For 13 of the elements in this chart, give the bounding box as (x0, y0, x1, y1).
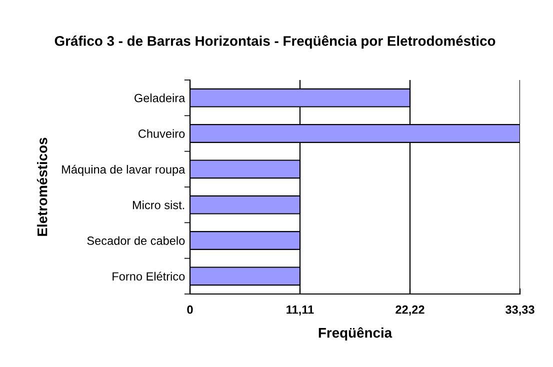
chart-title: Gráfico 3 - de Barras Horizontais - Freqüência por Eletrodoméstico (54, 35, 496, 49)
x-tick-label: 0 (187, 305, 193, 314)
y-tick-label: Chuveiro (138, 129, 185, 138)
x-tick-label: 33,33 (506, 305, 534, 316)
y-axis-title: Eletromésticos (36, 138, 48, 236)
y-tick-label: Geladeira (134, 94, 186, 102)
y-tick-label: Secador de cabelo (87, 236, 185, 245)
x-tick-label: 11,11 (286, 306, 314, 316)
x-axis-title: Freqüência (318, 327, 392, 340)
y-tick-label: Máquina de lavar roupa (62, 164, 186, 176)
y-tick-label: Micro sist. (132, 200, 184, 210)
x-tick-label: 22,22 (396, 305, 424, 316)
y-tick-label: Forno Elétrico (112, 272, 185, 281)
